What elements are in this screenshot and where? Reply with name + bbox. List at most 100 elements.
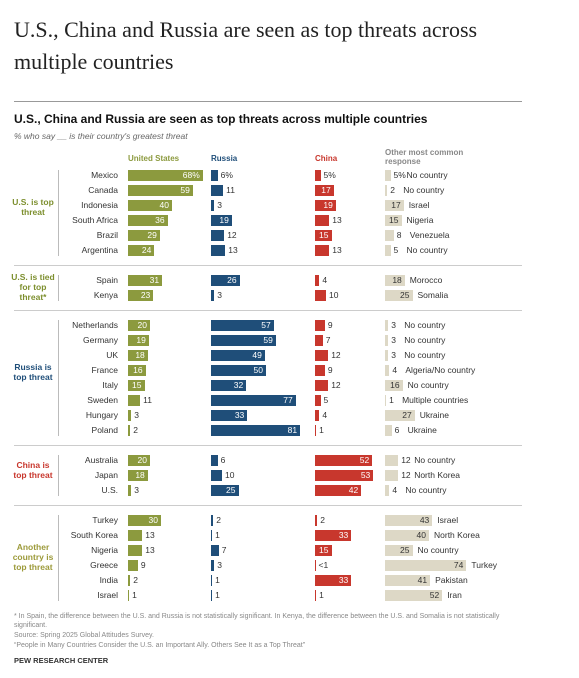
value-label: 31 — [149, 275, 160, 285]
note: * In Spain, the difference between the U… — [14, 613, 500, 629]
country-label: Kenya — [93, 290, 118, 300]
bar — [385, 215, 402, 226]
value-label: 68% — [182, 170, 200, 180]
group-label: U.S. is top threat — [12, 197, 54, 217]
country-label: Nigeria — [91, 545, 118, 555]
value-label: 1 — [215, 575, 220, 585]
value-label: 3 — [391, 335, 397, 345]
other-label: No country — [403, 185, 445, 195]
country-label: Netherlands — [72, 320, 118, 330]
other-label: No country — [406, 170, 448, 180]
value-label: 12 — [331, 380, 341, 390]
value-label: 20 — [137, 320, 147, 330]
value-label: 12 — [331, 350, 341, 360]
value-label: 4 — [392, 365, 398, 375]
value-label: 26 — [227, 275, 237, 285]
other-label: Nigeria — [406, 215, 434, 225]
group-label: China is top threat — [13, 459, 53, 480]
bar — [128, 200, 172, 211]
bar — [128, 515, 161, 526]
bar — [211, 200, 215, 211]
value-label: 2 — [133, 425, 138, 435]
other-label: Venezuela — [409, 230, 450, 240]
bar — [211, 320, 274, 331]
bar — [385, 350, 389, 361]
value-label: 18 — [392, 275, 402, 285]
value-label: 19 — [219, 215, 229, 225]
value-label: 9 — [140, 560, 146, 570]
bar — [211, 290, 215, 301]
bar — [211, 365, 266, 376]
bar — [385, 485, 390, 496]
value-label: 25 — [226, 485, 236, 495]
bar — [385, 410, 415, 421]
value-label: <1 — [318, 560, 329, 570]
column-header: Russia — [211, 154, 238, 163]
value-label: 17 — [321, 185, 331, 195]
value-label: 11 — [226, 185, 235, 195]
bar — [385, 365, 390, 376]
value-label: 19 — [323, 200, 333, 210]
bar — [315, 320, 325, 331]
value-label: 4 — [392, 485, 398, 495]
bar — [385, 185, 388, 196]
bar — [385, 590, 443, 601]
value-label: 33 — [234, 410, 245, 420]
bar — [211, 410, 248, 421]
country-label: Sweden — [87, 395, 118, 405]
value-label: 9 — [327, 365, 333, 375]
other-label: North Korea — [414, 470, 461, 480]
bar — [315, 530, 352, 541]
group-label: Another country is top threat — [12, 542, 54, 572]
bar — [128, 485, 132, 496]
value-label: 52 — [429, 590, 440, 600]
country-label: Canada — [88, 185, 118, 195]
bar — [211, 395, 296, 406]
credit: PEW RESEARCH CENTER — [14, 656, 109, 665]
other-label: Ukraine — [407, 425, 437, 435]
bar — [385, 425, 392, 436]
country-label: UK — [106, 350, 118, 360]
group-separator — [14, 310, 522, 311]
bar — [128, 170, 203, 181]
bar — [385, 320, 389, 331]
value-label: 77 — [283, 395, 293, 405]
bar — [385, 560, 467, 571]
value-label: 33 — [338, 575, 349, 585]
value-label: 25 — [400, 545, 410, 555]
bar — [128, 560, 138, 571]
value-label: 8 — [396, 230, 402, 240]
bar — [385, 245, 391, 256]
value-label: 53 — [360, 470, 371, 480]
value-label: 3 — [217, 560, 223, 570]
value-label: 59 — [263, 335, 273, 345]
bar — [315, 395, 321, 406]
bar — [128, 365, 146, 376]
country-label: Hungary — [85, 410, 118, 420]
bar — [128, 530, 143, 541]
bar — [128, 275, 163, 286]
country-label: South Korea — [70, 530, 118, 540]
bar — [315, 215, 330, 226]
bar — [211, 470, 222, 481]
bar — [211, 515, 214, 526]
country-label: Japan — [94, 470, 118, 480]
value-label: 81 — [287, 425, 298, 435]
bar — [211, 185, 224, 196]
other-label: No country — [417, 545, 459, 555]
bar — [315, 380, 329, 391]
value-label: 12 — [401, 470, 411, 480]
other-label: No country — [404, 335, 446, 345]
bar — [211, 485, 239, 496]
value-label: 52 — [359, 455, 370, 465]
group-bracket — [58, 275, 59, 301]
bar — [211, 530, 213, 541]
group-bracket — [58, 455, 59, 496]
bar — [128, 410, 132, 421]
bar — [315, 545, 332, 556]
bar — [385, 515, 433, 526]
bar — [128, 245, 155, 256]
bar — [211, 275, 240, 286]
country-label: Poland — [91, 425, 118, 435]
country-label: France — [91, 365, 118, 375]
